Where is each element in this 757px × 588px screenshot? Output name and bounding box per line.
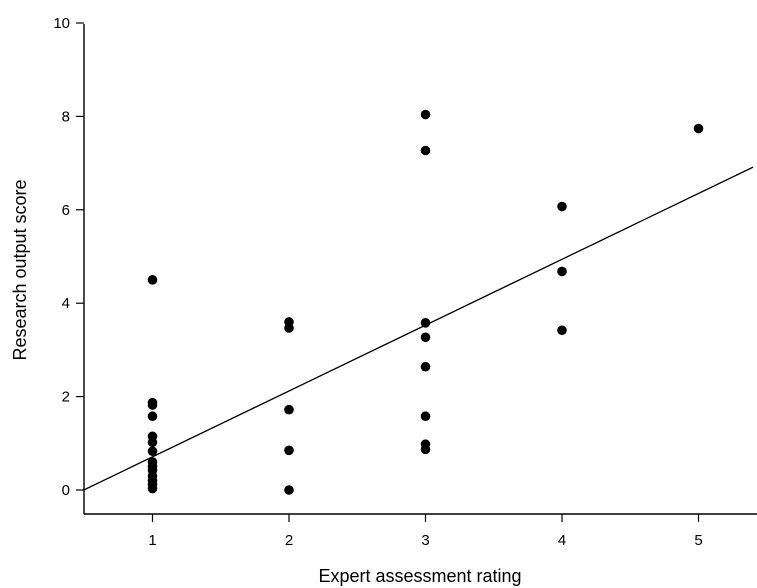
y-tick-label: 10 xyxy=(53,15,70,32)
data-point xyxy=(147,411,158,422)
trend-line-group xyxy=(84,166,754,491)
data-point xyxy=(284,404,294,415)
data-point xyxy=(557,325,567,336)
data-point xyxy=(420,332,431,343)
data-point xyxy=(284,445,294,456)
axes xyxy=(83,24,757,515)
trend-line xyxy=(84,166,754,491)
data-point xyxy=(557,201,567,212)
data-point xyxy=(420,444,431,455)
data-point xyxy=(284,485,294,495)
data-point xyxy=(147,437,158,448)
data-points xyxy=(147,109,704,495)
data-point xyxy=(147,483,158,494)
data-point xyxy=(557,266,567,277)
y-tick-label: 6 xyxy=(62,202,70,219)
data-point xyxy=(420,145,431,156)
y-tick-label: 2 xyxy=(62,389,70,406)
data-point xyxy=(147,446,158,457)
y-tick-label: 4 xyxy=(62,295,70,312)
data-point xyxy=(420,318,431,328)
y-axis-title: Research output score xyxy=(10,179,30,360)
data-point xyxy=(420,361,431,372)
y-tick-label: 0 xyxy=(62,482,70,499)
x-axis-title: Expert assessment rating xyxy=(318,566,521,586)
x-tick-label: 4 xyxy=(558,532,566,549)
x-tick-label: 2 xyxy=(285,532,293,549)
data-point xyxy=(284,323,294,333)
x-ticks: 1 2 3 4 5 xyxy=(148,514,703,549)
data-point xyxy=(147,275,158,285)
x-tick-label: 1 xyxy=(148,532,156,549)
data-point xyxy=(420,109,431,120)
x-tick-label: 5 xyxy=(694,532,702,549)
y-ticks: 0 2 4 6 8 10 xyxy=(53,15,84,499)
data-point xyxy=(147,400,158,410)
data-point xyxy=(420,411,431,422)
x-tick-label: 3 xyxy=(421,532,429,549)
data-point xyxy=(693,123,704,134)
y-tick-label: 8 xyxy=(62,108,70,125)
